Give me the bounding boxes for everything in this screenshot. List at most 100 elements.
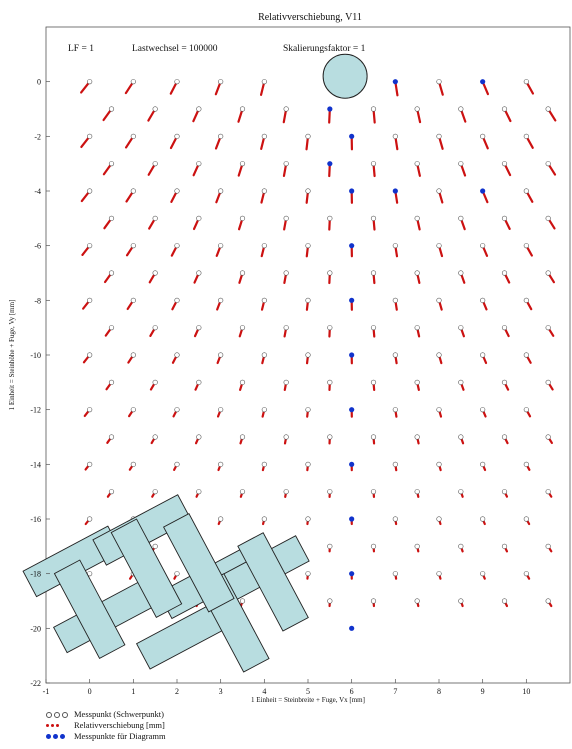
highlight-point — [349, 407, 355, 413]
measure-point — [305, 243, 311, 249]
y-tick-label: 0 — [37, 78, 41, 87]
measure-point — [414, 379, 420, 385]
measure-point — [305, 571, 311, 577]
measure-point — [87, 79, 93, 85]
measure-point — [414, 598, 420, 604]
measure-point — [174, 297, 180, 303]
measure-point — [87, 516, 93, 522]
measure-point — [152, 325, 158, 331]
legend-item-verschiebung: Relativverschiebung [mm] — [46, 720, 166, 731]
measure-point — [414, 215, 420, 221]
measure-point — [327, 215, 333, 221]
measure-point — [283, 106, 289, 112]
measure-point — [130, 461, 136, 467]
open-circle-icon — [46, 711, 68, 718]
measure-point — [87, 352, 93, 358]
measure-point — [152, 489, 158, 495]
measure-point — [370, 598, 377, 604]
measure-point — [480, 407, 486, 413]
measure-point — [436, 79, 442, 85]
measure-point — [370, 270, 377, 276]
measure-point — [480, 243, 486, 249]
x-tick-label: 6 — [350, 687, 354, 696]
measure-point — [87, 297, 93, 303]
measure-point — [130, 297, 136, 303]
measure-point — [392, 133, 398, 139]
measure-point — [174, 571, 180, 577]
measure-point — [370, 489, 377, 495]
measure-point — [370, 434, 377, 440]
measure-point — [392, 571, 398, 577]
x-tick-label: 9 — [481, 687, 485, 696]
measure-point — [370, 106, 377, 112]
measure-point — [218, 243, 224, 249]
measure-point — [87, 188, 93, 194]
highlight-point — [480, 188, 486, 194]
measure-point — [327, 379, 333, 385]
measure-point — [392, 407, 398, 413]
measure-point — [283, 325, 289, 331]
x-tick-label: 8 — [437, 687, 441, 696]
measure-point — [480, 352, 486, 358]
red-dots-icon — [46, 724, 68, 727]
blue-dots-icon — [46, 734, 68, 739]
measure-point — [480, 297, 486, 303]
measure-point — [108, 434, 115, 440]
measure-point — [130, 243, 136, 249]
measure-point — [87, 407, 93, 413]
measure-point — [239, 489, 246, 495]
measure-point — [283, 379, 289, 385]
measure-point — [305, 297, 311, 303]
measure-point — [458, 489, 464, 495]
measure-point — [261, 79, 267, 85]
measure-point — [501, 270, 508, 276]
measure-point — [370, 379, 377, 385]
measure-point — [414, 106, 420, 112]
y-tick-label: -6 — [34, 242, 41, 251]
measure-point — [545, 379, 551, 385]
measure-point — [501, 106, 508, 112]
measure-point — [130, 188, 136, 194]
measure-point — [130, 352, 136, 358]
measure-point — [545, 161, 551, 167]
measure-point — [480, 133, 486, 139]
measure-point — [414, 161, 420, 167]
measure-point — [174, 243, 180, 249]
measure-point — [305, 352, 311, 358]
measure-point — [283, 270, 289, 276]
measure-point — [501, 215, 508, 221]
measure-point — [174, 133, 180, 139]
measure-point — [458, 161, 464, 167]
measure-point — [152, 106, 158, 112]
x-axis-label: 1 Einheit = Steinbreite + Fuge, Vx [mm] — [251, 696, 365, 704]
measure-point — [218, 516, 224, 522]
measure-point — [239, 270, 246, 276]
x-tick-label: -1 — [43, 687, 50, 696]
highlight-point — [392, 79, 398, 85]
x-tick-label: 4 — [262, 687, 266, 696]
measure-point — [436, 133, 442, 139]
chart-title: Relativverschiebung, V11 — [258, 12, 362, 23]
measure-point — [545, 270, 551, 276]
x-tick-label: 7 — [393, 687, 397, 696]
measure-point — [501, 325, 508, 331]
measure-point — [305, 133, 311, 139]
measure-point — [261, 461, 267, 467]
legend-item-diagramm: Messpunkte für Diagramm — [46, 731, 166, 742]
measure-point — [523, 461, 529, 467]
highlight-point — [349, 352, 355, 358]
measure-point — [87, 461, 93, 467]
paver-stone — [163, 512, 235, 613]
measure-point — [501, 489, 508, 495]
measure-point — [392, 352, 398, 358]
highlight-point — [327, 106, 333, 112]
load-plate — [322, 53, 368, 99]
measure-point — [436, 516, 442, 522]
y-axis-label: 1 Einheit = Steinhöhe + Fuge, Vy [mm] — [8, 300, 16, 411]
x-axis-ticks: -1 0 1 2 3 4 5 6 7 8 9 10 — [43, 679, 530, 696]
measure-point — [283, 215, 289, 221]
y-tick-label: -18 — [30, 570, 41, 579]
measure-point — [545, 598, 551, 604]
measure-point — [436, 297, 442, 303]
